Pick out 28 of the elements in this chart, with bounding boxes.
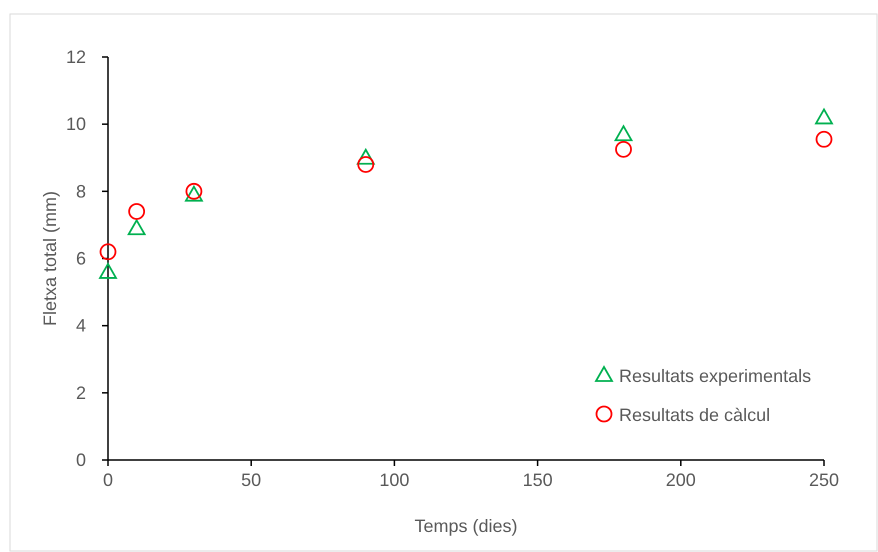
point: [816, 130, 832, 148]
point: [615, 140, 632, 158]
x-tick-label: 0: [102, 470, 114, 490]
x-tick-label: 250: [808, 470, 840, 490]
point: [815, 108, 833, 124]
point: [128, 203, 146, 220]
point: [356, 148, 375, 165]
point: [99, 263, 117, 279]
point: [614, 125, 632, 142]
y-axis-title: Fletxa total (mm): [40, 190, 60, 326]
y-tick-label: 0: [76, 450, 86, 470]
point: [128, 219, 146, 236]
y-tick-label: 2: [76, 382, 86, 403]
x-tick-label: 200: [666, 470, 696, 490]
y-tick-label: 4: [76, 316, 86, 336]
legend-label: Resultats experimentals: [619, 366, 812, 386]
legend-label: Resultats de càlcul: [619, 405, 770, 425]
y-tick-label: 6: [76, 248, 86, 268]
y-tick-label: 8: [76, 181, 86, 202]
x-axis-title: Temps (dies): [414, 516, 518, 536]
y-tick-label: 12: [66, 47, 86, 67]
x-tick-label: 100: [379, 470, 410, 490]
x-tick-label: 150: [522, 470, 553, 490]
x-tick-label: 50: [241, 470, 262, 490]
point: [185, 186, 203, 202]
point: [357, 156, 374, 173]
y-tick-label: 10: [66, 114, 86, 134]
point: [100, 243, 116, 260]
